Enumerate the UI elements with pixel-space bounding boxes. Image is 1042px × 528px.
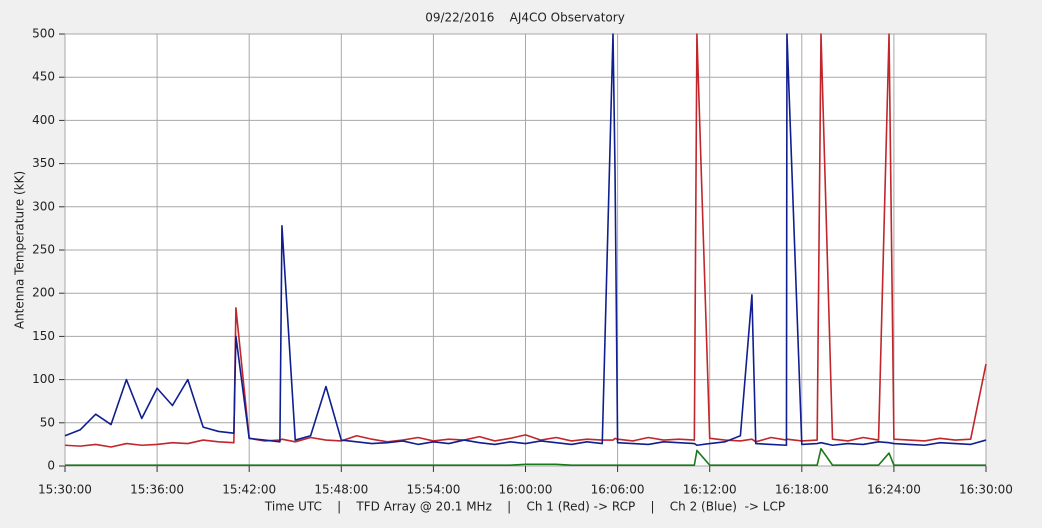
y-tick-label: 400 [32,113,55,127]
chart-title: 09/22/2016 AJ4CO Observatory [425,11,625,25]
y-tick-label: 450 [32,70,55,84]
series-line [65,447,986,466]
y-tick-label: 200 [32,286,55,300]
y-tick-label: 50 [40,415,55,429]
x-tick-label: 15:30:00 [38,483,92,497]
y-tick-label: 350 [32,156,55,170]
y-tick-label: 500 [32,27,55,41]
y-tick-label: 250 [32,243,55,257]
y-tick-label: 150 [32,329,55,343]
x-tick-label: 16:00:00 [499,483,553,497]
x-tick-label: 16:30:00 [959,483,1013,497]
y-axis-label: Antenna Temperature (kK) [13,171,27,329]
x-tick-label: 15:42:00 [222,483,276,497]
x-tick-label: 16:24:00 [867,483,921,497]
y-tick-label: 0 [47,459,55,473]
y-tick-label: 100 [32,372,55,386]
x-axis-label: Time UTC | TFD Array @ 20.1 MHz | Ch 1 (… [264,500,785,514]
x-tick-label: 15:48:00 [314,483,368,497]
series-line [64,33,987,447]
x-tick-label: 16:06:00 [591,483,645,497]
y-tick-label: 300 [32,199,55,213]
x-tick-label: 15:36:00 [130,483,184,497]
x-tick-label: 15:54:00 [406,483,460,497]
x-tick-label: 16:12:00 [683,483,737,497]
x-tick-label: 16:18:00 [775,483,829,497]
